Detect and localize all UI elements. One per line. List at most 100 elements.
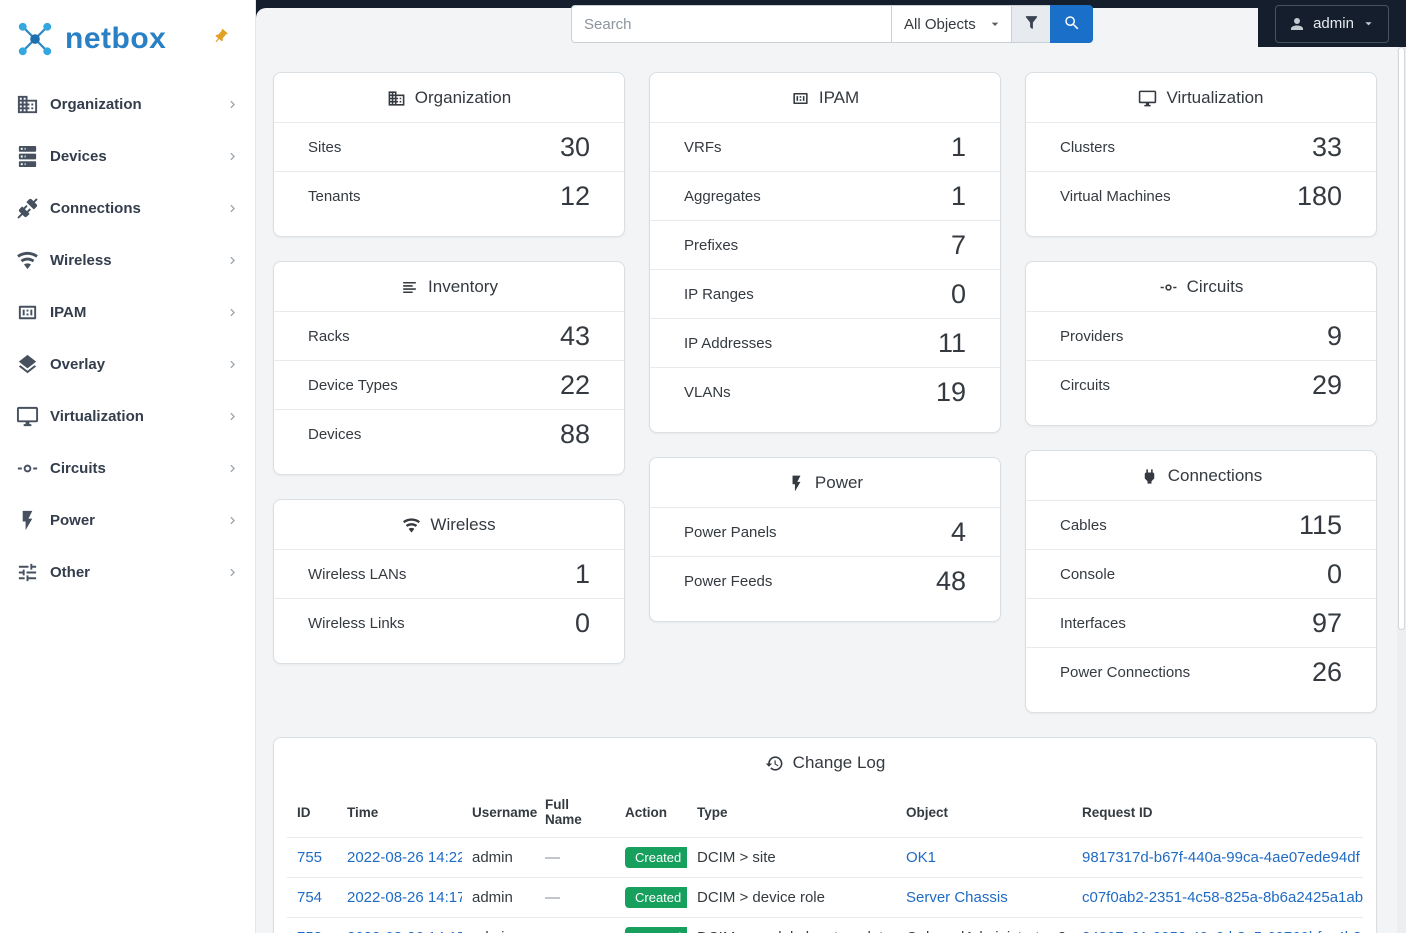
changelog-object-text: OnboardAdministrator-2 <box>906 929 1066 933</box>
stat-label: Devices <box>308 425 362 443</box>
sidebar-item-label: Wireless <box>50 251 112 269</box>
card-title: Circuits <box>1186 277 1244 296</box>
sidebar-item-other[interactable]: Other <box>0 546 255 598</box>
card-organization: Organization Sites 30 Tenants 12 <box>273 72 625 237</box>
changelog-request-id-link[interactable]: 24807c61-9952-49c6-b8a5-69760bfcc4b3 <box>1082 929 1361 933</box>
stat-value: 12 <box>559 181 590 211</box>
topbar: All Objects admin <box>256 0 1406 47</box>
filter-button[interactable] <box>1011 5 1051 43</box>
stat-value: 26 <box>1311 657 1342 687</box>
changelog-request-id: 9817317d-b67f-440a-99ca-4ae07ede94df <box>1072 837 1363 878</box>
search-button[interactable] <box>1050 5 1093 43</box>
stat-row-cables[interactable]: Cables 115 <box>1026 500 1376 549</box>
sidebar-item-devices[interactable]: Devices <box>0 130 255 182</box>
stat-row-clusters[interactable]: Clusters 33 <box>1026 122 1376 171</box>
dashboard-content: Organization Sites 30 Tenants 12 Inventory Rac… <box>256 47 1406 933</box>
stat-row-prefixes[interactable]: Prefixes 7 <box>650 220 1000 269</box>
changelog-object: Server Chassis <box>896 877 1072 918</box>
changelog-request-id-link[interactable]: c07f0ab2-2351-4c58-825a-8b6a2425a1ab <box>1082 889 1363 906</box>
chevron-right-icon <box>225 409 240 424</box>
stat-row-racks[interactable]: Racks 43 <box>274 311 624 360</box>
user-menu-button[interactable]: admin <box>1275 4 1389 43</box>
search-icon <box>1063 14 1081 35</box>
changelog-action: Created <box>615 877 687 918</box>
changelog-id-link[interactable]: 754 <box>297 889 323 906</box>
sidebar-item-connections[interactable]: Connections <box>0 182 255 234</box>
changelog-object-link[interactable]: Server Chassis <box>906 889 1008 906</box>
sidebar-item-overlay[interactable]: Overlay <box>0 338 255 390</box>
stat-row-vrfs[interactable]: VRFs 1 <box>650 122 1000 171</box>
changelog-time-link[interactable]: 2022-08-26 14:22 <box>347 849 462 866</box>
filter-icon <box>1023 14 1040 34</box>
stat-value: 48 <box>935 566 966 596</box>
connection-icon <box>16 197 39 220</box>
chevron-right-icon <box>225 253 240 268</box>
card-connections: Connections Cables 115 Console 0 Interfaces 97… <box>1025 450 1377 713</box>
changelog-username: admin <box>462 837 535 878</box>
stat-value: 19 <box>935 377 966 407</box>
changelog-table-wrap: ID Time Username Full Name Action Type Object R… <box>274 787 1376 933</box>
scrollbar[interactable] <box>1397 47 1406 933</box>
sidebar-item-virtualization[interactable]: Virtualization <box>0 390 255 442</box>
stat-row-console[interactable]: Console 0 <box>1026 549 1376 598</box>
sidebar-item-ipam[interactable]: IPAM <box>0 286 255 338</box>
user-menu-area: admin <box>1258 0 1406 47</box>
stat-value: 9 <box>1326 321 1342 351</box>
column-header-object: Object <box>906 804 949 820</box>
stat-row-devices[interactable]: Devices 88 <box>274 409 624 458</box>
changelog-request-id: 24807c61-9952-49c6-b8a5-69760bfcc4b3 <box>1072 917 1363 933</box>
changelog-request-id-link[interactable]: 9817317d-b67f-440a-99ca-4ae07ede94df <box>1082 849 1360 866</box>
stat-row-virtual-machines[interactable]: Virtual Machines 180 <box>1026 171 1376 220</box>
sidebar-item-circuits[interactable]: Circuits <box>0 442 255 494</box>
changelog-time-link[interactable]: 2022-08-26 14:15 <box>347 929 462 933</box>
card-title: Virtualization <box>1166 88 1264 107</box>
card-inventory: Inventory Racks 43 Device Types 22 Devices 88 <box>273 261 625 475</box>
flash-icon <box>787 474 806 493</box>
stat-row-vlans[interactable]: VLANs 19 <box>650 367 1000 416</box>
sidebar-item-label: IPAM <box>50 303 87 321</box>
account-icon <box>1288 15 1306 33</box>
stat-value: 30 <box>559 132 590 162</box>
stat-row-tenants[interactable]: Tenants 12 <box>274 171 624 220</box>
stat-label: Interfaces <box>1060 614 1126 632</box>
stat-row-wireless-lans[interactable]: Wireless LANs 1 <box>274 549 624 598</box>
changelog-type: DCIM > device role <box>687 877 896 918</box>
changelog-type: DCIM > site <box>687 837 896 878</box>
stat-row-providers[interactable]: Providers 9 <box>1026 311 1376 360</box>
changelog-object: OK1 <box>896 837 1072 878</box>
stat-value: 7 <box>950 230 966 260</box>
stat-row-device-types[interactable]: Device Types 22 <box>274 360 624 409</box>
changelog-id-link[interactable]: 753 <box>297 929 322 933</box>
sidebar-item-organization[interactable]: Organization <box>0 78 255 130</box>
search-input[interactable] <box>571 5 892 43</box>
created-badge: Created <box>625 847 687 868</box>
changelog-object-link[interactable]: OK1 <box>906 849 937 866</box>
stat-row-ip-addresses[interactable]: IP Addresses 11 <box>650 318 1000 367</box>
scrollbar-thumb[interactable] <box>1398 47 1405 630</box>
stat-row-sites[interactable]: Sites 30 <box>274 122 624 171</box>
stat-row-power-connections[interactable]: Power Connections 26 <box>1026 647 1376 696</box>
card-wireless: Wireless Wireless LANs 1 Wireless Links 0 <box>273 499 625 664</box>
sidebar-item-wireless[interactable]: Wireless <box>0 234 255 286</box>
dashboard-grid: Organization Sites 30 Tenants 12 Inventory Rac… <box>273 72 1377 713</box>
changelog-row: 754 2022-08-26 14:17 admin — Created DCIM > d… <box>287 877 1363 918</box>
stat-row-circuits[interactable]: Circuits 29 <box>1026 360 1376 409</box>
stat-row-wireless-links[interactable]: Wireless Links 0 <box>274 598 624 647</box>
changelog-fullname-text: — <box>545 849 560 866</box>
stat-row-ip-ranges[interactable]: IP Ranges 0 <box>650 269 1000 318</box>
card-header: IPAM <box>650 73 1000 122</box>
changelog-type-text: DCIM > site <box>697 849 776 866</box>
transit-icon <box>1159 278 1178 297</box>
changelog-time-link[interactable]: 2022-08-26 14:17 <box>347 889 462 906</box>
stat-row-aggregates[interactable]: Aggregates 1 <box>650 171 1000 220</box>
column-header-id: ID <box>297 804 311 820</box>
chevron-right-icon <box>225 565 240 580</box>
pin-icon[interactable] <box>209 25 233 49</box>
stat-row-power-panels[interactable]: Power Panels 4 <box>650 507 1000 556</box>
stat-row-interfaces[interactable]: Interfaces 97 <box>1026 598 1376 647</box>
sidebar-item-power[interactable]: Power <box>0 494 255 546</box>
changelog-id-link[interactable]: 755 <box>297 849 323 866</box>
object-type-select[interactable]: All Objects <box>891 5 1012 43</box>
stat-row-power-feeds[interactable]: Power Feeds 48 <box>650 556 1000 605</box>
